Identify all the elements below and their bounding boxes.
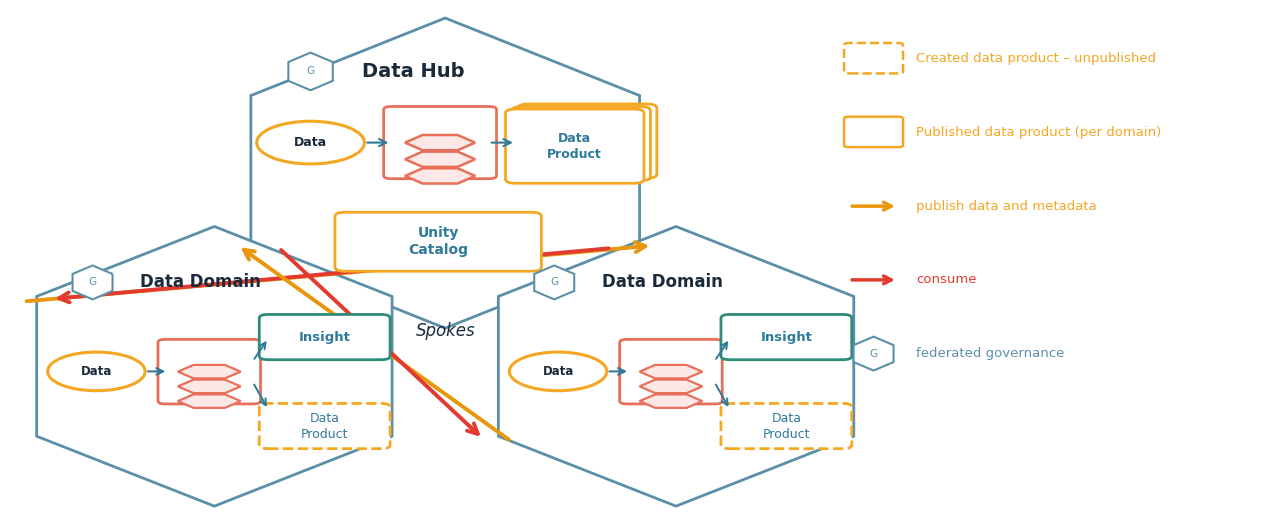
Polygon shape bbox=[178, 365, 241, 378]
Text: Data: Data bbox=[542, 365, 573, 378]
Polygon shape bbox=[36, 227, 392, 506]
Polygon shape bbox=[535, 266, 574, 299]
Text: Insight: Insight bbox=[760, 331, 813, 343]
Circle shape bbox=[509, 352, 607, 391]
Text: Insight: Insight bbox=[299, 331, 350, 343]
Circle shape bbox=[256, 121, 365, 164]
Polygon shape bbox=[251, 18, 640, 328]
Text: publish data and metadata: publish data and metadata bbox=[916, 199, 1096, 213]
FancyBboxPatch shape bbox=[505, 109, 644, 183]
FancyBboxPatch shape bbox=[384, 106, 496, 179]
FancyBboxPatch shape bbox=[844, 117, 903, 147]
Polygon shape bbox=[404, 135, 475, 150]
FancyBboxPatch shape bbox=[335, 212, 541, 271]
Polygon shape bbox=[289, 52, 332, 90]
Text: Data: Data bbox=[81, 365, 112, 378]
FancyBboxPatch shape bbox=[259, 403, 390, 449]
Text: G: G bbox=[550, 278, 558, 287]
Text: Data
Product: Data Product bbox=[301, 412, 349, 440]
Text: Data Domain: Data Domain bbox=[140, 273, 261, 291]
Polygon shape bbox=[640, 394, 702, 408]
Text: Data
Product: Data Product bbox=[547, 132, 601, 161]
FancyBboxPatch shape bbox=[518, 104, 657, 178]
Circle shape bbox=[48, 352, 146, 391]
Polygon shape bbox=[178, 380, 241, 393]
Polygon shape bbox=[178, 394, 241, 408]
Text: Spokes: Spokes bbox=[416, 322, 475, 340]
Polygon shape bbox=[498, 227, 854, 506]
Text: Data: Data bbox=[294, 136, 327, 149]
Text: G: G bbox=[89, 278, 97, 287]
FancyBboxPatch shape bbox=[259, 315, 390, 360]
FancyBboxPatch shape bbox=[620, 339, 723, 404]
Text: Published data product (per domain): Published data product (per domain) bbox=[916, 126, 1160, 139]
Text: G: G bbox=[869, 348, 877, 359]
FancyBboxPatch shape bbox=[511, 106, 650, 181]
Text: G: G bbox=[307, 66, 314, 77]
Polygon shape bbox=[640, 380, 702, 393]
FancyBboxPatch shape bbox=[721, 315, 851, 360]
Polygon shape bbox=[640, 365, 702, 378]
FancyBboxPatch shape bbox=[844, 43, 903, 74]
Polygon shape bbox=[404, 152, 475, 167]
FancyBboxPatch shape bbox=[721, 403, 851, 449]
Text: Data Hub: Data Hub bbox=[362, 62, 465, 81]
Text: federated governance: federated governance bbox=[916, 347, 1064, 360]
Text: Data
Product: Data Product bbox=[762, 412, 810, 440]
FancyBboxPatch shape bbox=[158, 339, 260, 404]
Text: Created data product – unpublished: Created data product – unpublished bbox=[916, 52, 1157, 65]
Text: consume: consume bbox=[916, 273, 976, 286]
Polygon shape bbox=[404, 168, 475, 183]
Text: Data Domain: Data Domain bbox=[601, 273, 723, 291]
Text: Unity
Catalog: Unity Catalog bbox=[408, 226, 468, 258]
Polygon shape bbox=[854, 337, 894, 371]
Polygon shape bbox=[72, 266, 112, 299]
